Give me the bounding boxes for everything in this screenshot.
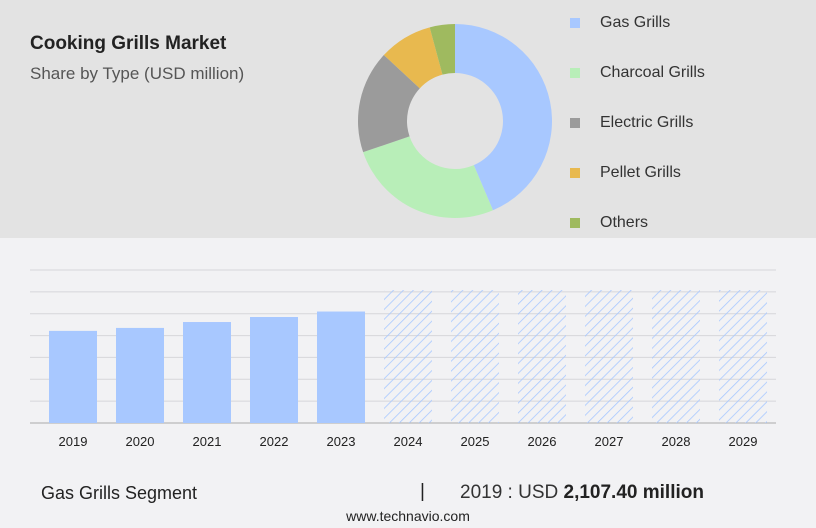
legend-label: Gas Grills <box>600 14 671 31</box>
donut-slice-gas-grills <box>455 24 552 211</box>
forecast-bar-2026 <box>518 290 566 423</box>
legend-item: Pellet Grills <box>570 164 681 182</box>
bar-2022 <box>250 316 298 423</box>
x-tick-label: 2025 <box>461 434 490 449</box>
chart-title: Cooking Grills Market <box>30 33 227 54</box>
value-amount: 2,107.40 million <box>563 482 704 503</box>
x-tick-label: 2027 <box>595 434 624 449</box>
legend-swatch <box>570 68 580 78</box>
x-tick-label: 2021 <box>193 434 222 449</box>
forecast-bar-2029 <box>719 290 767 423</box>
bar-2023 <box>317 311 365 423</box>
separator: | <box>420 481 425 502</box>
x-tick-label: 2024 <box>394 434 423 449</box>
donut-slice-others <box>429 24 455 75</box>
bar-2021 <box>183 322 231 423</box>
legend-swatch <box>570 168 580 178</box>
legend-label: Pellet Grills <box>600 164 681 181</box>
legend-item: Charcoal Grills <box>570 64 705 82</box>
legend-label: Others <box>600 214 649 231</box>
legend-item: Others <box>570 214 648 232</box>
legend-item: Electric Grills <box>570 114 693 132</box>
donut-chart <box>358 24 552 218</box>
site-url[interactable]: www.technavio.com <box>346 508 470 524</box>
legend-swatch <box>570 218 580 228</box>
bar-2020 <box>116 327 164 423</box>
x-tick-label: 2026 <box>528 434 557 449</box>
legend-label: Electric Grills <box>600 114 694 131</box>
forecast-bar-2025 <box>451 290 499 423</box>
legend-label: Charcoal Grills <box>600 64 705 81</box>
legend-swatch <box>570 118 580 128</box>
donut-slice-charcoal-grills <box>363 136 493 218</box>
forecast-bar-2024 <box>384 290 432 423</box>
x-tick-label: 2028 <box>662 434 691 449</box>
x-tick-label: 2029 <box>729 434 758 449</box>
legend-item: Gas Grills <box>570 14 670 32</box>
bar-2019 <box>49 330 97 423</box>
x-tick-label: 2022 <box>260 434 289 449</box>
legend-swatch <box>570 18 580 28</box>
x-tick-label: 2020 <box>126 434 155 449</box>
x-tick-label: 2019 <box>59 434 88 449</box>
bar-chart: 2019 2020 2021 2022 2023 2024 2025 2026 2027 2028… <box>30 269 776 449</box>
segment-label: Gas Grills Segment <box>41 483 198 503</box>
chart-subtitle: Share by Type (USD million) <box>30 64 245 83</box>
forecast-bar-2027 <box>585 290 633 423</box>
donut-slice-electric-grills <box>358 55 420 153</box>
segment-value: 2019 : USD 2,107.40 million <box>460 482 704 504</box>
forecast-bar-2028 <box>652 290 700 423</box>
donut-slice-pellet-grills <box>383 27 443 89</box>
year-label: 2019 : USD <box>460 482 564 503</box>
x-tick-label: 2023 <box>327 434 356 449</box>
